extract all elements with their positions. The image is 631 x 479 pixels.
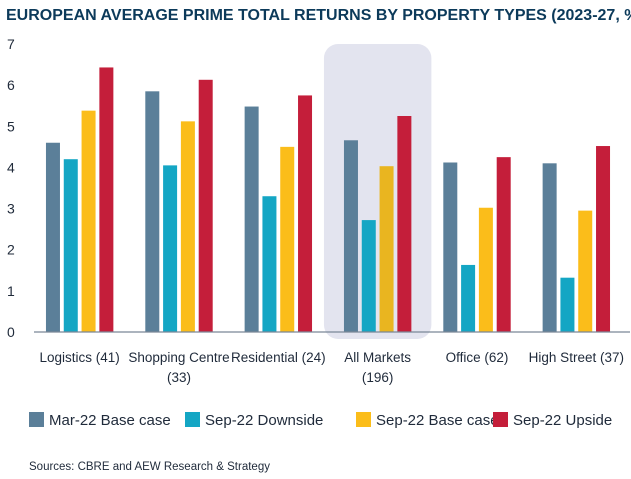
bar xyxy=(461,264,476,332)
bar xyxy=(180,121,195,332)
y-tick-label: 2 xyxy=(7,242,15,258)
legend-label: Sep-22 Upside xyxy=(513,412,612,429)
bar xyxy=(63,159,78,332)
legend-label: Sep-22 Base case xyxy=(376,412,499,429)
x-tick-label: All Markets xyxy=(344,350,411,365)
y-tick-label: 7 xyxy=(7,36,15,52)
legend-swatch xyxy=(493,412,508,427)
bar xyxy=(81,110,96,332)
y-tick-label: 5 xyxy=(7,118,15,134)
bar xyxy=(262,196,277,332)
y-tick-label: 4 xyxy=(7,159,15,175)
legend-label: Sep-22 Downside xyxy=(205,412,323,429)
bar xyxy=(244,106,259,332)
bar xyxy=(578,210,593,332)
y-tick-label: 6 xyxy=(7,77,15,93)
bar xyxy=(145,91,160,332)
x-tick-label: Office (62) xyxy=(446,350,509,365)
bar xyxy=(99,67,114,333)
y-axis: 0 1 2 3 4 5 6 7 xyxy=(7,36,15,340)
y-tick-label: 1 xyxy=(7,283,15,299)
bar xyxy=(343,140,358,332)
x-tick-label: High Street (37) xyxy=(529,350,624,365)
bar xyxy=(163,165,178,332)
bar xyxy=(397,116,412,332)
legend-swatch xyxy=(356,412,371,427)
x-tick-label: (33) xyxy=(167,370,191,385)
bar xyxy=(198,79,213,333)
bar xyxy=(496,157,511,332)
x-tick-label: Logistics (41) xyxy=(40,350,120,365)
bars xyxy=(45,67,611,333)
bar xyxy=(596,146,611,332)
x-tick-label: Residential (24) xyxy=(231,350,326,365)
source-note: Sources: CBRE and AEW Research & Strateg… xyxy=(29,461,270,473)
bar xyxy=(379,166,394,332)
legend: Mar-22 Base case Sep-22 Downside Sep-22 Ba… xyxy=(29,412,612,429)
x-axis-labels: Logistics (41) Shopping Centre (33) Residen… xyxy=(40,350,624,385)
bar xyxy=(560,277,575,332)
bar xyxy=(361,220,376,332)
chart-title: EUROPEAN AVERAGE PRIME TOTAL RETURNS BY … xyxy=(6,7,631,24)
y-tick-label: 0 xyxy=(7,324,15,340)
bar xyxy=(45,142,60,332)
legend-swatch xyxy=(185,412,200,427)
legend-label: Mar-22 Base case xyxy=(49,412,171,429)
bar xyxy=(542,163,557,332)
bar xyxy=(443,162,458,332)
x-tick-label: (196) xyxy=(362,370,394,385)
legend-swatch xyxy=(29,412,44,427)
y-tick-label: 3 xyxy=(7,201,15,217)
x-tick-label: Shopping Centre xyxy=(128,350,229,365)
bar xyxy=(280,146,295,332)
bar xyxy=(478,207,493,332)
highlight-panel xyxy=(323,44,432,339)
bar xyxy=(298,95,313,332)
highlight-layer xyxy=(323,44,432,339)
